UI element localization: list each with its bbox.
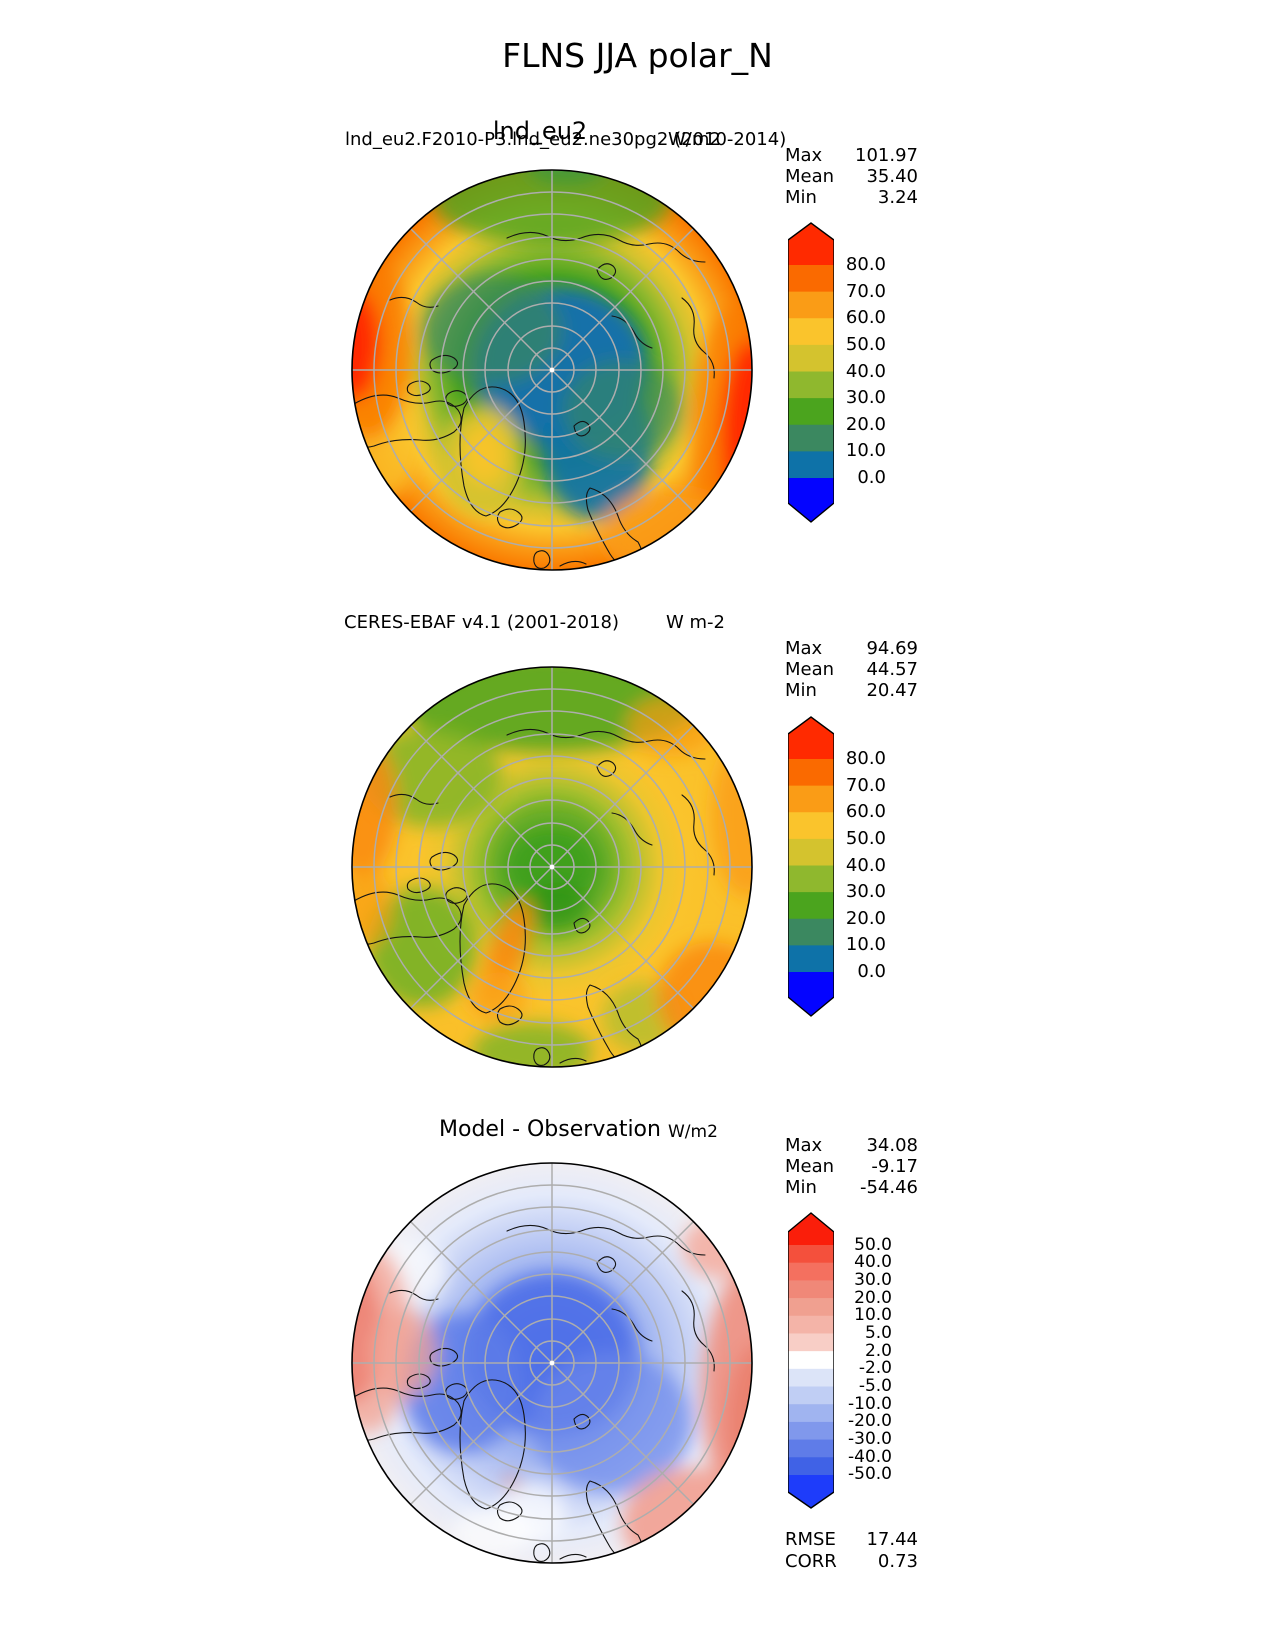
colorbar-tick-label: 70.0	[845, 774, 886, 796]
stat-value: -9.17	[871, 1155, 918, 1177]
colorbar-tick-label: -20.0	[848, 1411, 892, 1432]
stat-row: Max 94.69	[785, 638, 918, 660]
stat-row: Min 20.47	[785, 679, 918, 702]
colorbar-tick-label: 10.0	[845, 440, 886, 462]
stat-row: Mean -9.17	[785, 1155, 918, 1178]
colorbar-tick-label: 5.0	[864, 1322, 892, 1343]
map-model-polar	[351, 169, 753, 571]
colorbar-tick-label: -40.0	[848, 1446, 892, 1467]
panel2-stats: Max 94.69 Mean 44.57 Min 20.47	[785, 638, 918, 702]
panel1-case-subtitle: lnd_eu2.F2010-P3.lnd_eu2.ne30pg2 (2010-2…	[345, 129, 787, 150]
panel3-units: W/m2	[668, 1122, 718, 1142]
colorbar-tick-label: 20.0	[845, 413, 886, 435]
colorbar-tick-label: 40.0	[845, 854, 886, 876]
stat-label: Mean	[785, 165, 835, 187]
figure-title: FLNS JJA polar_N	[502, 36, 773, 75]
colorbar-tick-label: 0.0	[857, 467, 886, 488]
colorbar-tick-label: -30.0	[848, 1429, 892, 1450]
stat-row: Min 3.24	[785, 186, 918, 209]
panel2-units: W m-2	[666, 612, 726, 633]
panel1-title: lnd_eu2	[492, 117, 588, 145]
stat-label: Max	[785, 145, 823, 166]
stat-label: Max	[785, 1135, 823, 1156]
colorbar-tick-label: 40.0	[854, 1252, 892, 1273]
colorbar-tick-label: 50.0	[845, 333, 886, 355]
panel1-stats: Max 101.97 Mean 35.40 Min 3.24	[785, 145, 918, 209]
colorbar-tick-label: -5.0	[858, 1376, 892, 1397]
colorbar-observation: 80.0 70.0 60.0 50.0 40.0 30.0 20.0 10.0 0.0	[787, 716, 886, 1022]
stat-row: Mean 35.40	[785, 165, 918, 188]
stat-value: 101.97	[855, 145, 918, 166]
stat-label: Min	[785, 679, 817, 701]
metric-label: CORR	[785, 1551, 837, 1572]
colorbar-tick-label: 50.0	[854, 1234, 892, 1255]
stat-row: Min -54.46	[785, 1176, 918, 1199]
colorbar-tick-label: 20.0	[845, 907, 886, 929]
stat-value: 94.69	[866, 638, 918, 659]
map-observation-polar	[351, 666, 753, 1068]
colorbar-tick-label: -50.0	[848, 1464, 892, 1485]
colorbar-tick-label: 50.0	[845, 827, 886, 849]
stat-value: 34.08	[866, 1135, 918, 1156]
colorbar-tick-label: 70.0	[845, 280, 886, 302]
colorbar-tick-label: 2.0	[864, 1340, 892, 1361]
colorbar-svg	[787, 716, 835, 1017]
map-difference-polar	[351, 1162, 753, 1564]
colorbar-tick-label: -2.0	[858, 1358, 892, 1379]
colorbar-tick-label: 60.0	[845, 307, 886, 329]
stat-value: 20.47	[866, 679, 918, 701]
colorbar-tick-label: 20.0	[854, 1287, 892, 1308]
metric-row: RMSE 17.44	[785, 1529, 918, 1551]
colorbar-difference: 50.0 40.0 30.0 20.0 10.0 5.0 2.0 -2.0 -5.0 -10.0-…	[787, 1212, 892, 1514]
colorbar-tick-label: 30.0	[845, 387, 886, 409]
colorbar-tick-label: 10.0	[854, 1305, 892, 1326]
stat-label: Mean	[785, 1155, 835, 1177]
colorbar-tick-label: -10.0	[848, 1393, 892, 1414]
panel1-units: W/m2	[668, 129, 721, 150]
colorbar-tick-label: 40.0	[845, 360, 886, 382]
stat-value: 3.24	[877, 186, 918, 208]
stat-label: Max	[785, 638, 823, 659]
stat-row: Max 101.97	[785, 145, 918, 167]
stat-label: Min	[785, 1176, 817, 1198]
stat-row: Mean 44.57	[785, 658, 918, 681]
stat-label: Min	[785, 186, 817, 208]
panel2-title: CERES-EBAF v4.1 (2001-2018)	[344, 612, 620, 633]
colorbar-tick-label: 60.0	[845, 801, 886, 823]
panel3-metrics: RMSE 17.44 CORR 0.73	[785, 1529, 918, 1573]
panel3-stats: Max 34.08 Mean -9.17 Min -54.46	[785, 1135, 918, 1199]
colorbar-svg	[787, 222, 835, 523]
stat-value: -54.46	[859, 1176, 918, 1198]
metric-value: 0.73	[877, 1551, 918, 1572]
metric-row: CORR 0.73	[785, 1551, 918, 1573]
metric-value: 17.44	[866, 1529, 918, 1550]
stat-value: 35.40	[866, 165, 918, 187]
colorbar-tick-label: 0.0	[857, 961, 886, 982]
colorbar-svg	[787, 1212, 835, 1509]
colorbar-tick-label: 10.0	[845, 934, 886, 956]
stat-label: Mean	[785, 658, 835, 680]
colorbar-tick-label: 80.0	[845, 748, 886, 769]
colorbar-tick-label: 30.0	[854, 1269, 892, 1290]
panel3-title: Model - Observation	[439, 1117, 661, 1142]
metric-label: RMSE	[785, 1529, 836, 1550]
stat-value: 44.57	[866, 658, 918, 680]
colorbar-tick-label: 30.0	[845, 881, 886, 903]
colorbar-tick-label: 80.0	[845, 254, 886, 275]
stat-row: Max 34.08	[785, 1135, 918, 1157]
colorbar-model: 80.0 70.0 60.0 50.0 40.0 30.0 20.0 10.0 0.0	[787, 222, 886, 528]
